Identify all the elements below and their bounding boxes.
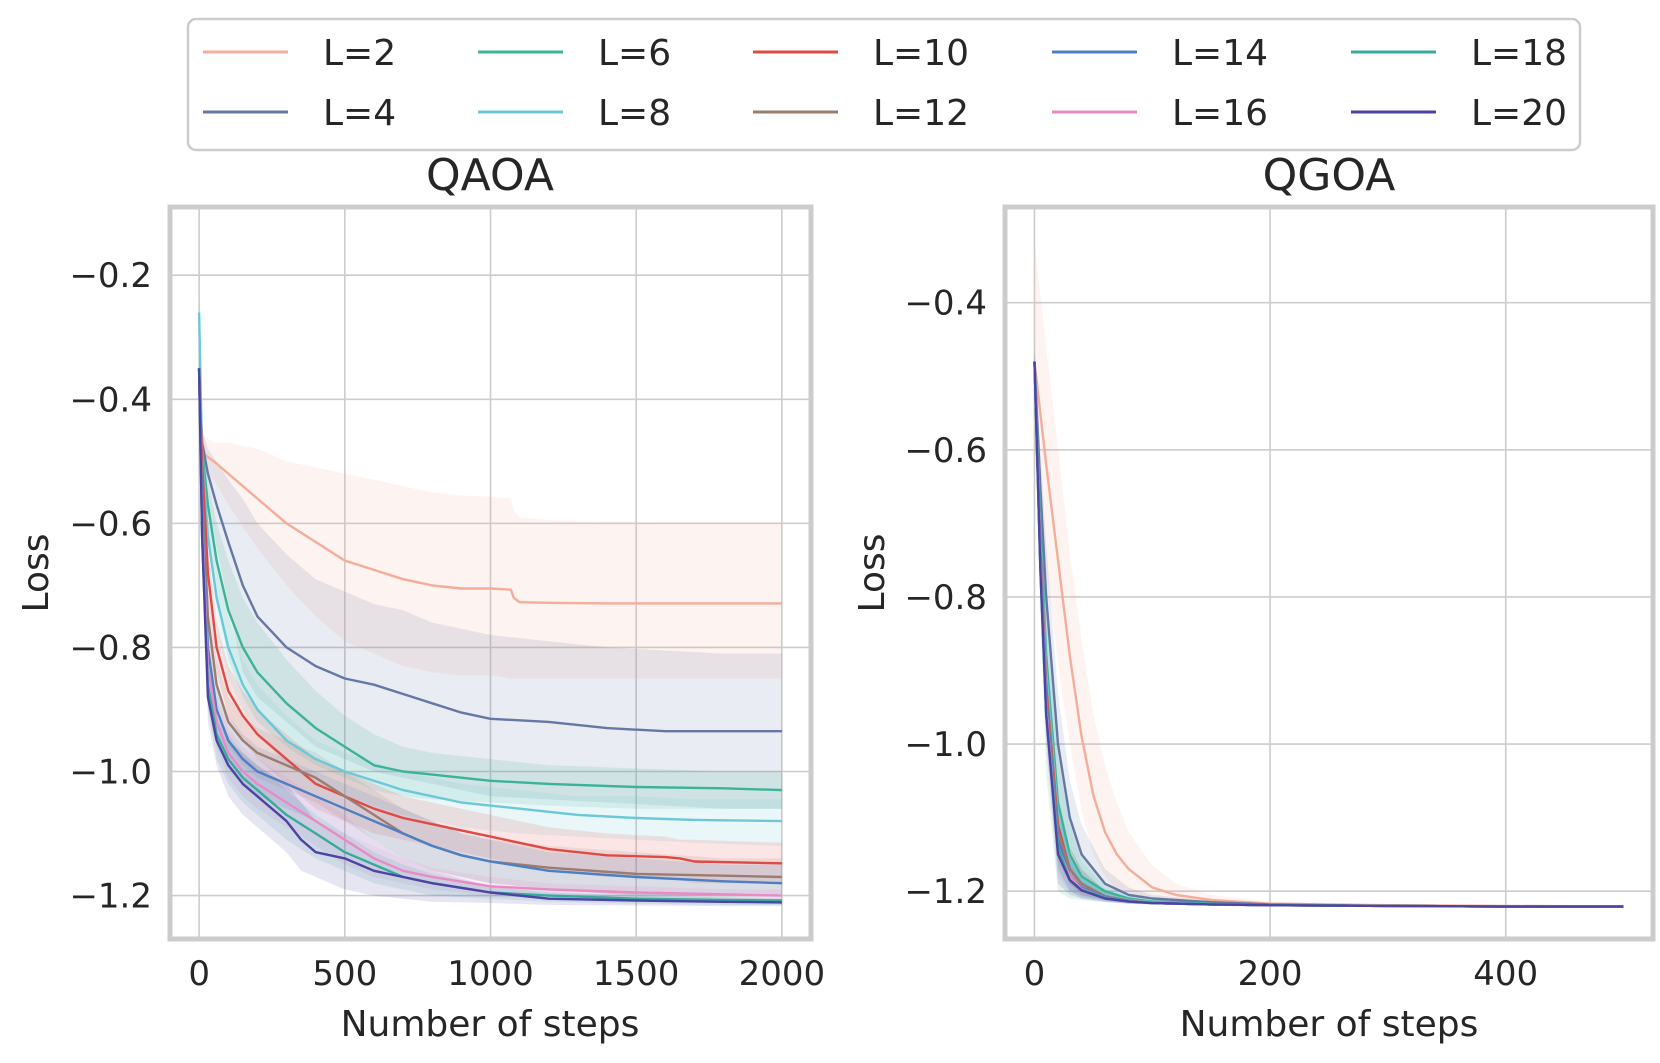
qgoa-y-tick-label: −0.6 (904, 431, 987, 471)
qaoa-line-l18 (197, 368, 782, 902)
qaoa-axes-frame (167, 204, 814, 942)
legend-label: L=2 (323, 33, 396, 74)
qaoa-line-l20 (197, 368, 782, 904)
qaoa-y-tick-label: −1.0 (69, 753, 152, 793)
qaoa-x-axis-label: Number of steps (341, 1004, 640, 1045)
qgoa-bands (1034, 243, 1624, 908)
qaoa-title: QAOA (426, 150, 554, 201)
qaoa-y-tick-label: −0.8 (69, 628, 152, 668)
qaoa-y-tick-label: −1.2 (69, 877, 152, 917)
qaoa-ticks: 0 500 1000 1500 2000 −0.2 −0.4 −0.6 −0.8 −1.0 −1.2 (69, 256, 825, 994)
legend-label: L=8 (598, 93, 671, 134)
qaoa-line-l8 (197, 312, 782, 823)
qaoa-line-l12 (197, 368, 782, 879)
qgoa-y-tick-label: −1.2 (904, 872, 987, 912)
qaoa-x-tick-label: 1500 (593, 954, 680, 994)
qaoa-x-tick-label: 2000 (739, 954, 826, 994)
qaoa-line-l4 (197, 368, 782, 733)
qgoa-y-axis-label: Loss (852, 534, 893, 613)
qaoa-grid (170, 207, 811, 939)
qgoa-y-tick-label: −0.8 (904, 578, 987, 618)
qgoa-lines (1033, 361, 1624, 908)
legend-label: L=18 (1471, 33, 1567, 74)
qgoa-panel: 0 200 400 −0.4 −0.6 −0.8 −1.0 −1.2 QGOA Number … (852, 150, 1656, 1045)
qaoa-band-l4 (199, 355, 782, 809)
qaoa-y-tick-label: −0.6 (69, 504, 152, 544)
qaoa-lines (197, 312, 782, 904)
legend-label: L=12 (873, 93, 969, 134)
legend-label: L=16 (1172, 93, 1268, 134)
qgoa-ticks: 0 200 400 −0.4 −0.6 −0.8 −1.0 −1.2 (904, 284, 1538, 994)
qgoa-x-tick-label: 400 (1473, 954, 1538, 994)
qgoa-x-tick-label: 0 (1024, 954, 1046, 994)
legend-label: L=10 (873, 33, 969, 74)
qgoa-x-axis-label: Number of steps (1180, 1004, 1479, 1045)
legend: L=2 L=4 L=6 L=8 L=10 L=12 L=14 L=16 L=18 L=20 (186, 17, 1582, 152)
legend-label: L=6 (598, 33, 671, 74)
qgoa-grid (1005, 207, 1653, 939)
qaoa-panel: 0 500 1000 1500 2000 −0.2 −0.4 −0.6 −0.8 −1.0 −1.2… (16, 150, 825, 1045)
qaoa-y-tick-label: −0.4 (69, 380, 152, 420)
qaoa-line-l6 (197, 368, 782, 792)
qaoa-x-tick-label: 500 (312, 954, 377, 994)
qgoa-axes-frame (1002, 204, 1656, 942)
legend-label: L=14 (1172, 33, 1268, 74)
qaoa-y-axis-label: Loss (16, 534, 57, 613)
qaoa-line-l14 (197, 368, 782, 885)
legend-label: L=20 (1471, 93, 1567, 134)
qgoa-band-l4 (1034, 346, 1624, 908)
qgoa-line-l20 (1033, 361, 1624, 908)
qgoa-band-l2 (1034, 243, 1624, 908)
qaoa-x-tick-label: 1000 (447, 954, 534, 994)
qgoa-y-tick-label: −1.0 (904, 725, 987, 765)
qaoa-line-l2 (197, 386, 782, 605)
qaoa-x-tick-label: 0 (188, 954, 210, 994)
legend-label: L=4 (323, 93, 396, 134)
qaoa-line-l10 (197, 368, 782, 865)
qgoa-title: QGOA (1263, 150, 1396, 201)
qgoa-y-tick-label: −0.4 (904, 284, 987, 324)
qgoa-x-tick-label: 200 (1238, 954, 1303, 994)
qaoa-y-tick-label: −0.2 (69, 256, 152, 296)
qaoa-line-l16 (197, 368, 782, 897)
